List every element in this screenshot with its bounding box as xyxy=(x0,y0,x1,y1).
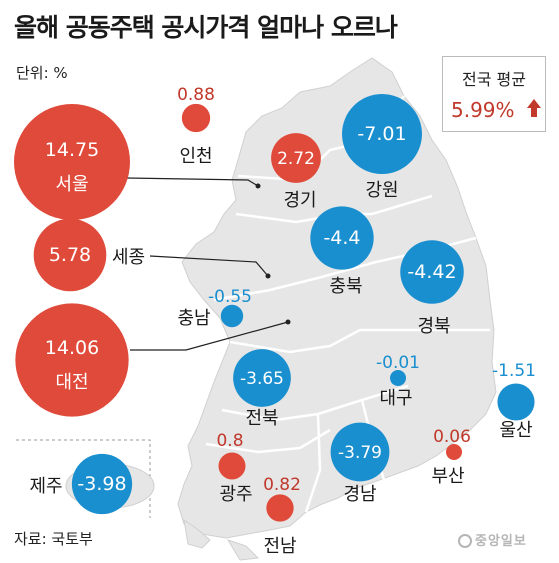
region-bubble-group: -0.01 대구 xyxy=(376,353,420,409)
leader-lines xyxy=(125,177,291,351)
bubble-value-label: -4.42 xyxy=(407,261,456,283)
region-name-label: 전남 xyxy=(263,536,296,557)
region-bubble-group: -4.42 경북 xyxy=(400,240,464,337)
bubble-value-label: 14.75 xyxy=(45,139,99,161)
bubble-value-label: 0.82 xyxy=(263,475,301,495)
national-average-label: 전국 평균 xyxy=(462,70,526,89)
bubble-mark xyxy=(181,103,211,133)
bubble-value-label: -0.55 xyxy=(208,287,252,307)
bubble-mark xyxy=(310,206,374,270)
bubble-value-label: -4.4 xyxy=(323,227,360,249)
bubble-mark xyxy=(266,494,294,522)
region-bubble-group: 0.82 전남 xyxy=(263,475,301,557)
bubble-mark xyxy=(390,370,406,386)
bubble-value-label: 2.72 xyxy=(277,149,315,169)
region-bubble-group: 5.78 세종 xyxy=(33,218,145,292)
region-bubble-group: -3.65 전북 xyxy=(233,349,291,429)
national-average-value: 5.99% xyxy=(451,98,515,122)
region-name-label: 충남 xyxy=(177,308,210,329)
region-bubble-group: -1.51 울산 xyxy=(492,361,536,441)
region-name-label: 세종 xyxy=(112,247,145,268)
national-average-box: 전국 평균 5.99% xyxy=(442,56,546,132)
region-name-label: 경기 xyxy=(283,190,316,211)
region-name-label: 광주 xyxy=(219,484,252,505)
region-name-label: 강원 xyxy=(365,180,398,201)
location-dot xyxy=(285,319,291,325)
region-name-label: 울산 xyxy=(499,420,532,441)
region-bubble-group: 14.06 대전 xyxy=(15,303,129,417)
region-name-label: 전북 xyxy=(245,408,278,429)
map-landmass xyxy=(226,539,260,561)
bubble-mark xyxy=(446,444,462,460)
region-bubble-group: -3.98 제주 xyxy=(29,453,133,515)
up-arrow-icon xyxy=(527,99,541,117)
map-province-border xyxy=(229,328,490,354)
region-bubble-group: -4.4 충북 xyxy=(310,206,374,297)
bubble-mark xyxy=(497,383,535,421)
bubble-value-label: 14.06 xyxy=(45,337,99,359)
map-province-border xyxy=(205,428,331,454)
region-bubble-group: -3.79 경남 xyxy=(330,422,390,505)
region-bubble-group: 0.8 광주 xyxy=(216,431,252,505)
logo-text: 중앙일보 xyxy=(475,534,527,549)
leader-line-대전 xyxy=(130,321,289,351)
region-bubble-group: 2.72 경기 xyxy=(271,133,321,211)
bubble-mark xyxy=(330,422,390,482)
bubble-mark xyxy=(271,133,321,183)
region-name-label: 인천 xyxy=(179,146,212,167)
bubble-mark xyxy=(14,104,130,220)
bubble-value-label: 0.8 xyxy=(216,431,243,451)
region-name-label: 경북 xyxy=(417,316,450,337)
region-name-label: 제주 xyxy=(29,476,62,497)
region-name-label: 경남 xyxy=(343,484,376,505)
location-dot xyxy=(255,183,261,189)
bubble-value-label: -1.51 xyxy=(492,361,536,381)
bubble-mark xyxy=(218,452,246,480)
logo-mark-icon xyxy=(458,534,472,548)
region-name-label: 서울 xyxy=(55,174,88,195)
unit-label: 단위: % xyxy=(16,64,68,82)
region-name-label: 대구 xyxy=(379,388,412,409)
bubble-mark xyxy=(220,304,244,328)
bubble-mark xyxy=(233,349,291,407)
bubble-value-label: -3.79 xyxy=(338,443,382,463)
location-dot xyxy=(265,273,271,279)
bubble-mark xyxy=(71,453,133,515)
bubble-value-label: 5.78 xyxy=(49,244,91,266)
bubble-value-label: -0.01 xyxy=(376,353,420,373)
map-province-border xyxy=(304,413,322,513)
publisher-logo: 중앙일보 xyxy=(458,530,527,549)
bubble-value-label: -7.01 xyxy=(357,123,406,145)
region-bubble-group: -7.01 강원 xyxy=(342,94,422,201)
bubble-mark xyxy=(33,218,107,292)
bubble-value-label: -3.98 xyxy=(77,473,126,495)
bubble-value-label: 0.88 xyxy=(177,85,215,105)
region-bubble-group: 0.88 인천 xyxy=(177,85,215,167)
leader-line-세종 xyxy=(149,255,269,277)
region-name-label: 대전 xyxy=(55,372,88,393)
bubble-value-label: 0.06 xyxy=(433,427,471,447)
map-landmass xyxy=(183,518,211,549)
bubble-mark xyxy=(15,303,129,417)
leader-line-서울 xyxy=(125,177,259,187)
region-name-label: 부산 xyxy=(431,466,464,487)
bubble-mark xyxy=(400,240,464,304)
region-bubble-group: 0.06 부산 xyxy=(431,427,470,487)
source-note: 자료: 국토부 xyxy=(14,530,93,548)
region-bubble-group: 14.75 서울 xyxy=(14,104,130,220)
bubble-mark xyxy=(342,94,422,174)
bubble-value-label: -3.65 xyxy=(240,369,284,389)
page-title: 올해 공동주택 공시가격 얼마나 오르나 xyxy=(14,13,398,42)
region-name-label: 충북 xyxy=(329,276,362,297)
